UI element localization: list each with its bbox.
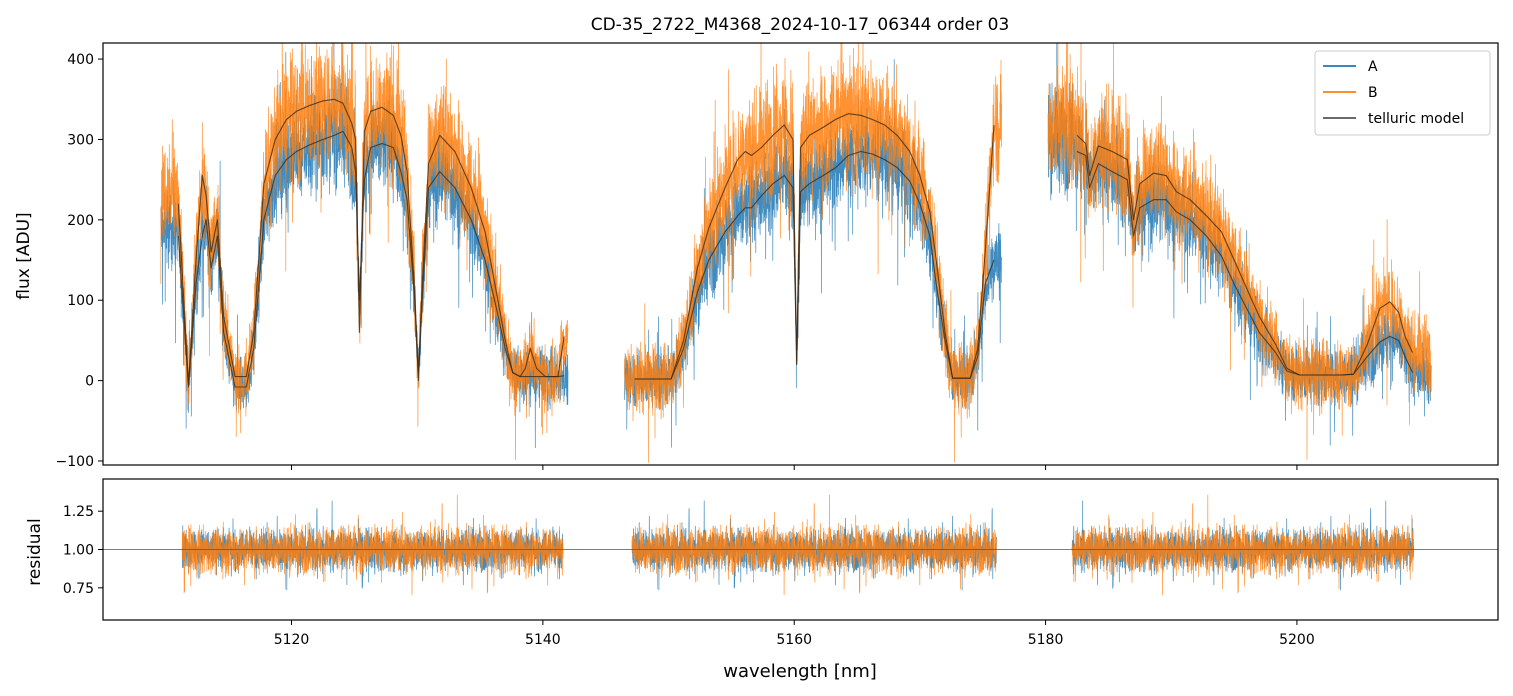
series-b-segment-1 — [160, 43, 569, 461]
series-b-segment-3 — [1047, 43, 1432, 460]
telluric-model-a-segment-1 — [177, 130, 565, 388]
residual-ytick-label: 0.75 — [63, 581, 94, 597]
telluric-model-b-segment-3 — [1076, 134, 1413, 376]
residual-b-segment-2 — [631, 494, 997, 596]
telluric-model-a-segment-3 — [1076, 150, 1413, 376]
flux-ytick-label: 0 — [85, 374, 94, 390]
legend-label-a: A — [1368, 59, 1378, 75]
chart-title: CD-35_2722_M4368_2024-10-17_06344 order … — [591, 15, 1010, 35]
flux-ylabel: flux [ADU] — [14, 212, 34, 299]
series-b-segment-2 — [624, 43, 1002, 463]
legend-label-b: B — [1368, 85, 1378, 101]
x-axis-label: wavelength [nm] — [723, 661, 877, 682]
flux-ytick-label: 200 — [67, 213, 94, 229]
residual-ytick-label: 1.00 — [63, 543, 94, 559]
flux-ytick-label: 300 — [67, 132, 94, 148]
telluric-model-b-segment-2 — [634, 113, 995, 380]
flux-ytick-label: −100 — [56, 454, 94, 470]
flux-plot-area — [160, 43, 1432, 463]
legend-label-model: telluric model — [1368, 111, 1464, 127]
flux-ytick-label: 100 — [67, 293, 94, 309]
xtick-label: 5120 — [274, 632, 310, 648]
residual-b-segment-3 — [1071, 494, 1415, 596]
xtick-label: 5180 — [1028, 632, 1064, 648]
residual-axis-ticks: 0.75 1.00 1.25 5120 5140 5160 5180 5200 — [63, 504, 1315, 648]
telluric-model-b-segment-1 — [177, 98, 565, 386]
flux-axes-frame — [102, 42, 1499, 466]
flux-ytick-label: 400 — [67, 52, 94, 68]
flux-axis-ticks: −100 0 100 200 300 400 — [56, 52, 1298, 470]
legend: A B telluric model — [1314, 50, 1491, 136]
xtick-label: 5200 — [1279, 632, 1315, 648]
residual-b-segment-1 — [181, 494, 564, 596]
residual-plot-area — [103, 494, 1498, 596]
xtick-label: 5160 — [776, 632, 812, 648]
residual-ytick-label: 1.25 — [63, 504, 94, 520]
residual-ylabel: residual — [25, 518, 45, 585]
telluric-model-a-segment-2 — [634, 150, 995, 380]
xtick-label: 5140 — [525, 632, 561, 648]
